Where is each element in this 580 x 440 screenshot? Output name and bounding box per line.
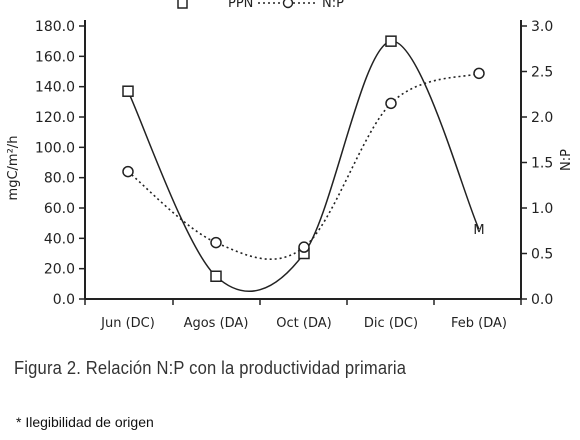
circle-point xyxy=(385,97,397,110)
circle-point xyxy=(210,236,222,249)
x-tick-label: Oct (DA) xyxy=(276,316,331,331)
left-tick-label: 120.0 xyxy=(35,110,75,126)
right-axis-ticks: 0.0 0.5 1.0 1.5 2.0 2.5 3.0 xyxy=(521,19,553,308)
left-tick-label: 140.0 xyxy=(35,80,75,96)
series-line-1 xyxy=(127,72,480,260)
x-tick-label: Agos (DA) xyxy=(184,316,249,331)
circle-point xyxy=(122,165,134,178)
x-tick-label: Dic (DC) xyxy=(364,316,418,331)
circle-point xyxy=(473,67,485,80)
y2-axis-label: N:P xyxy=(559,149,574,171)
legend-label: PPN xyxy=(228,0,253,11)
right-tick-label: 3.0 xyxy=(531,19,553,35)
footnote: * Ilegibilidad de origen xyxy=(16,414,154,430)
left-tick-label: 60.0 xyxy=(44,201,75,217)
point-label: M xyxy=(473,223,484,238)
left-tick-label: 160.0 xyxy=(35,49,75,65)
legend: PPN N:P xyxy=(177,0,344,11)
chart: PPN N:P 0.0 20.0 40.0 60.0 80.0 100.0 120.0 140.… xyxy=(6,0,574,331)
series-line-0 xyxy=(127,40,480,293)
left-tick-label: 80.0 xyxy=(44,171,75,187)
right-tick-label: 0.5 xyxy=(531,247,553,263)
square-point xyxy=(122,85,134,97)
left-tick-label: 40.0 xyxy=(44,231,75,247)
y-axis-label: mgC/m²/h xyxy=(6,136,21,201)
left-tick-label: 100.0 xyxy=(35,140,75,156)
right-tick-label: 0.0 xyxy=(531,292,553,308)
circle-point xyxy=(298,241,310,253)
right-tick-label: 1.0 xyxy=(531,201,553,217)
left-axis-ticks: 0.0 20.0 40.0 60.0 80.0 100.0 120.0 140.0 160.0 1… xyxy=(35,19,85,308)
legend-circle-marker xyxy=(282,0,294,9)
axes xyxy=(84,20,522,300)
x-tick-label: Jun (DC) xyxy=(100,316,155,331)
x-tick-label: Feb (DA) xyxy=(451,316,507,331)
series-markers: M xyxy=(122,35,485,282)
right-tick-label: 2.5 xyxy=(531,65,553,81)
right-tick-label: 1.5 xyxy=(531,156,553,172)
x-axis-ticks: Jun (DC) Agos (DA) Oct (DA) Dic (DC) Feb (DA… xyxy=(84,299,522,331)
left-tick-label: 180.0 xyxy=(35,19,75,35)
left-tick-label: 0.0 xyxy=(53,292,75,308)
square-point xyxy=(210,270,222,282)
square-point xyxy=(385,35,397,47)
figure-caption: Figura 2. Relación N:P con la productivi… xyxy=(14,358,407,378)
legend-square-marker xyxy=(177,0,188,9)
right-tick-label: 2.0 xyxy=(531,110,553,126)
legend-label: N:P xyxy=(322,0,344,11)
left-tick-label: 20.0 xyxy=(44,262,75,278)
